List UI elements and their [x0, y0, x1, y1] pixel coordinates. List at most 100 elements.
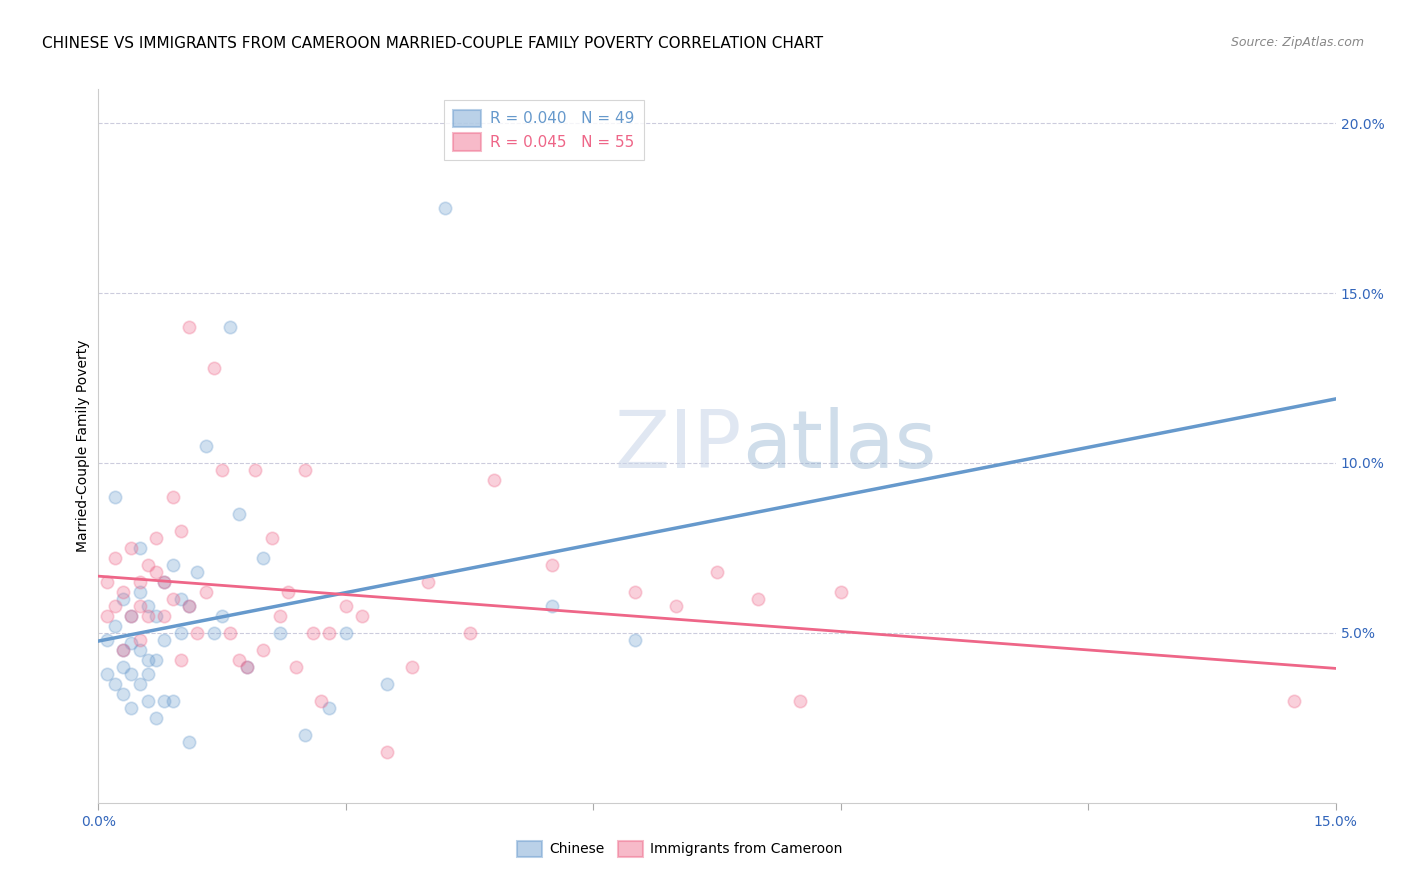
Point: [104, 677, 127, 691]
Point: [194, 585, 217, 599]
Point: [211, 608, 233, 623]
Point: [162, 558, 184, 572]
Point: [179, 599, 201, 613]
Point: [128, 643, 150, 657]
Point: [186, 565, 208, 579]
Point: [335, 626, 357, 640]
Point: [145, 608, 167, 623]
Point: [120, 636, 142, 650]
Point: [623, 632, 645, 647]
Point: [228, 653, 250, 667]
Point: [706, 565, 728, 579]
Point: [120, 541, 142, 555]
Point: [104, 490, 127, 504]
Point: [747, 591, 769, 606]
Point: [145, 653, 167, 667]
Point: [112, 591, 135, 606]
Text: ZIP: ZIP: [614, 407, 742, 485]
Point: [120, 666, 142, 681]
Point: [277, 585, 299, 599]
Text: CHINESE VS IMMIGRANTS FROM CAMEROON MARRIED-COUPLE FAMILY POVERTY CORRELATION CH: CHINESE VS IMMIGRANTS FROM CAMEROON MARR…: [42, 36, 824, 51]
Point: [665, 599, 688, 613]
Point: [104, 551, 127, 566]
Point: [112, 585, 135, 599]
Point: [202, 626, 225, 640]
Point: [418, 574, 440, 589]
Point: [120, 608, 142, 623]
Point: [219, 320, 242, 334]
Point: [623, 585, 645, 599]
Point: [294, 728, 316, 742]
Point: [309, 694, 332, 708]
Point: [170, 653, 193, 667]
Point: [179, 320, 201, 334]
Point: [179, 734, 201, 748]
Point: [335, 599, 357, 613]
Point: [136, 694, 159, 708]
Point: [541, 558, 564, 572]
Point: [104, 619, 127, 633]
Point: [302, 626, 325, 640]
Point: [352, 608, 374, 623]
Point: [269, 608, 291, 623]
Point: [162, 694, 184, 708]
Point: [145, 565, 167, 579]
Point: [202, 360, 225, 375]
Point: [236, 660, 259, 674]
Point: [236, 660, 259, 674]
Point: [375, 745, 398, 759]
Point: [252, 643, 274, 657]
Point: [96, 632, 118, 647]
Point: [170, 626, 193, 640]
Point: [153, 694, 176, 708]
Point: [243, 463, 266, 477]
Point: [1284, 694, 1306, 708]
Point: [136, 666, 159, 681]
Point: [104, 599, 127, 613]
Point: [136, 608, 159, 623]
Point: [252, 551, 274, 566]
Point: [128, 632, 150, 647]
Text: Source: ZipAtlas.com: Source: ZipAtlas.com: [1230, 36, 1364, 49]
Point: [153, 608, 176, 623]
Point: [136, 599, 159, 613]
Point: [484, 473, 506, 487]
Legend: Chinese, Immigrants from Cameroon: Chinese, Immigrants from Cameroon: [510, 834, 849, 863]
Point: [162, 490, 184, 504]
Point: [269, 626, 291, 640]
Point: [433, 201, 456, 215]
Point: [219, 626, 242, 640]
Point: [294, 463, 316, 477]
Text: atlas: atlas: [742, 407, 936, 485]
Point: [153, 574, 176, 589]
Point: [128, 677, 150, 691]
Point: [186, 626, 208, 640]
Point: [170, 524, 193, 538]
Point: [145, 531, 167, 545]
Point: [789, 694, 811, 708]
Point: [96, 666, 118, 681]
Point: [120, 608, 142, 623]
Point: [145, 711, 167, 725]
Point: [458, 626, 481, 640]
Point: [170, 591, 193, 606]
Point: [285, 660, 308, 674]
Point: [194, 439, 217, 453]
Y-axis label: Married-Couple Family Poverty: Married-Couple Family Poverty: [76, 340, 90, 552]
Point: [318, 700, 340, 714]
Point: [211, 463, 233, 477]
Point: [136, 558, 159, 572]
Point: [228, 507, 250, 521]
Point: [96, 608, 118, 623]
Point: [541, 599, 564, 613]
Point: [128, 541, 150, 555]
Point: [375, 677, 398, 691]
Point: [128, 585, 150, 599]
Point: [96, 574, 118, 589]
Point: [128, 599, 150, 613]
Point: [128, 574, 150, 589]
Point: [136, 653, 159, 667]
Point: [318, 626, 340, 640]
Point: [112, 687, 135, 701]
Point: [153, 574, 176, 589]
